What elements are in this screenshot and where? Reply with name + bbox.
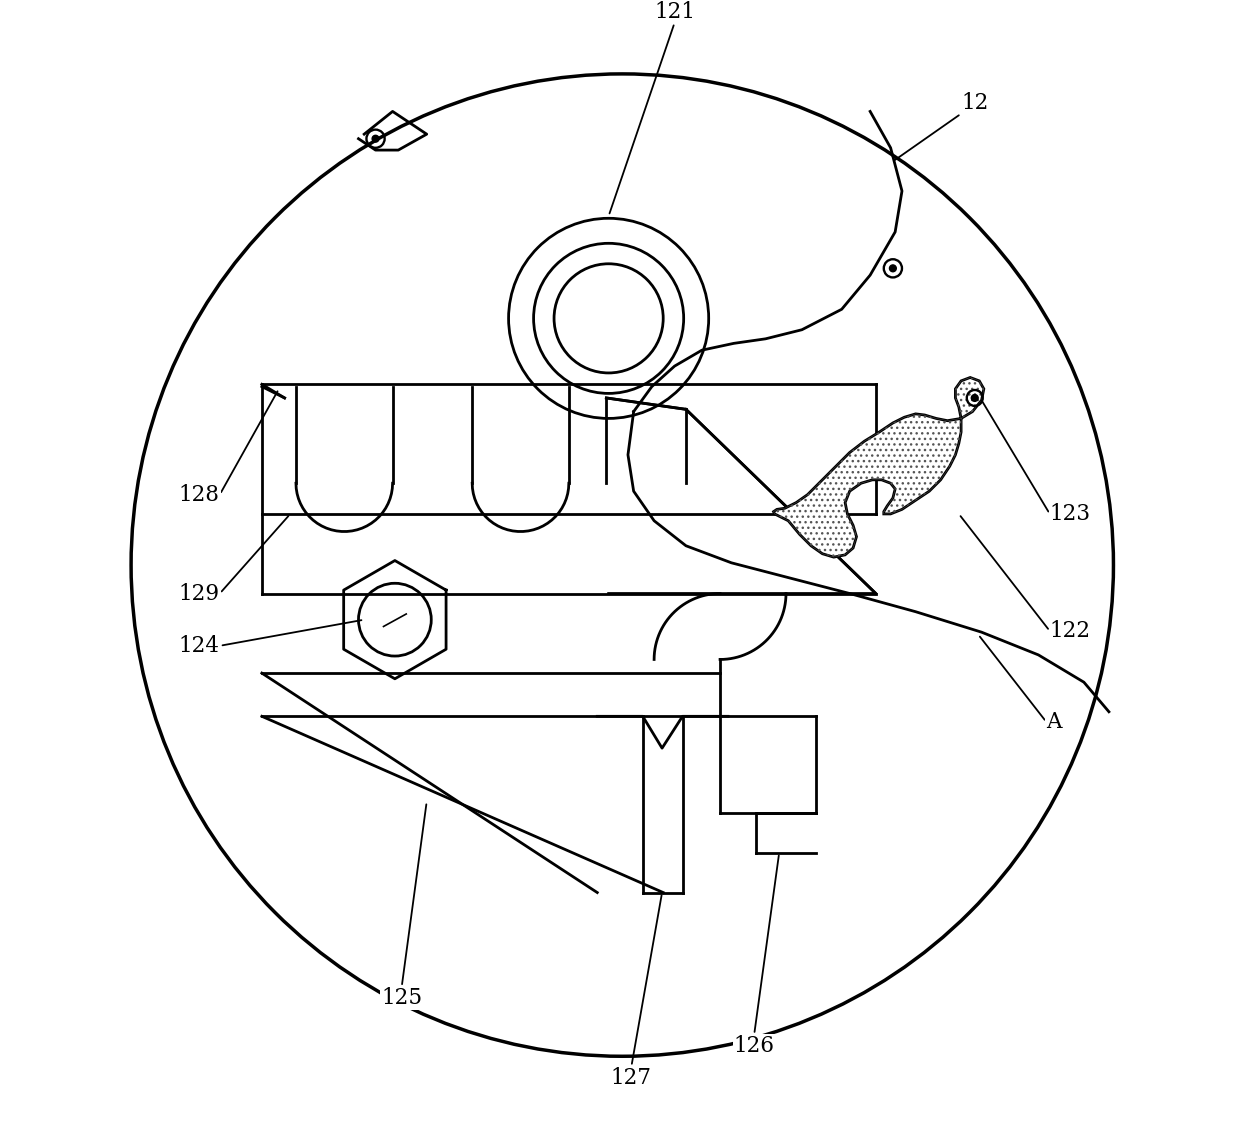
Text: 122: 122	[1050, 620, 1091, 642]
Text: 12: 12	[961, 92, 988, 114]
Text: 128: 128	[179, 483, 219, 506]
Text: 129: 129	[179, 582, 219, 605]
Text: 121: 121	[653, 1, 696, 23]
Text: 125: 125	[381, 987, 423, 1009]
Text: 123: 123	[1050, 503, 1091, 525]
Text: 126: 126	[734, 1035, 775, 1056]
Text: 124: 124	[179, 634, 219, 657]
Polygon shape	[774, 377, 983, 557]
Circle shape	[372, 135, 379, 142]
Circle shape	[971, 395, 978, 401]
Text: 127: 127	[611, 1067, 652, 1088]
Text: A: A	[1047, 711, 1061, 733]
Circle shape	[889, 265, 897, 272]
